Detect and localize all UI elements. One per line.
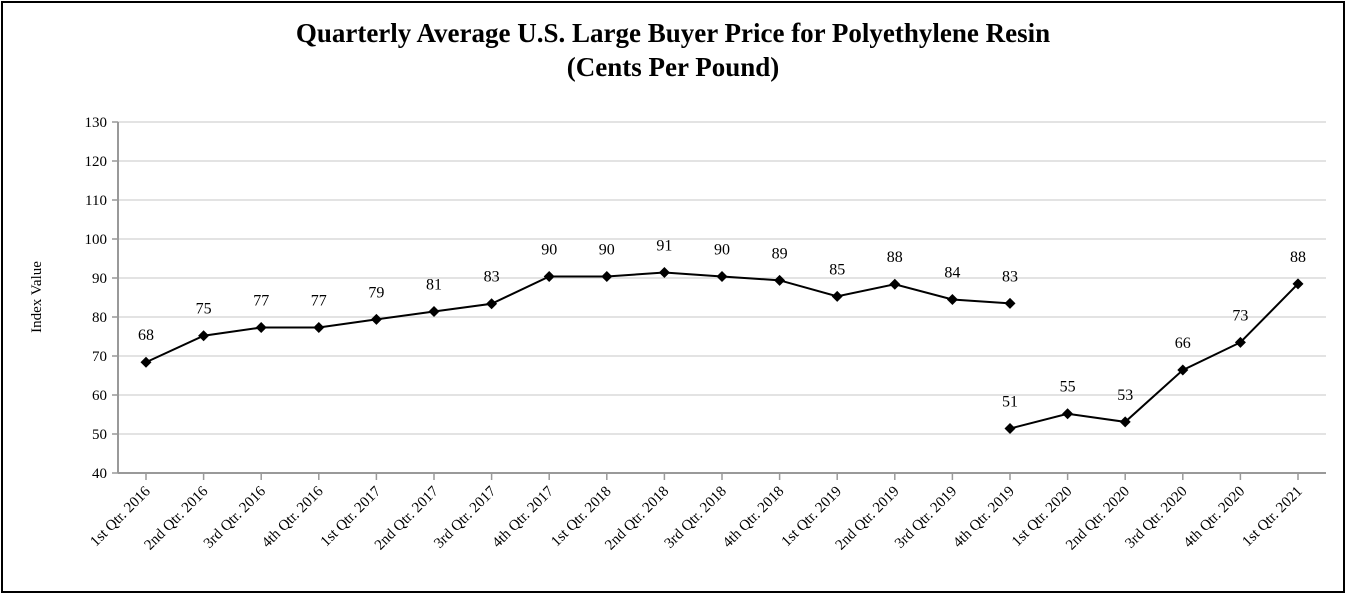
data-point-marker [831,290,843,302]
data-point-marker [1004,423,1016,435]
data-point-marker [198,330,210,342]
data-label: 53 [1117,387,1133,404]
data-label: 66 [1175,335,1191,352]
data-point-marker [1119,416,1131,428]
chart-subtitle: (Cents Per Pound) [566,52,780,82]
x-tick-label: 3rd Qtr. 2018 [662,484,730,552]
data-point-marker [774,274,786,286]
data-point-marker [601,270,613,282]
y-tick-label: 70 [92,349,107,365]
x-tick-label: 1st Qtr. 2021 [1239,484,1305,550]
y-axis-label: Index Value [29,261,45,333]
y-tick-label: 40 [92,466,107,482]
data-label: 51 [1002,394,1018,411]
y-tick-label: 110 [85,193,107,209]
x-tick-label: 3rd Qtr. 2020 [1122,484,1190,552]
data-point-marker [1292,278,1304,290]
y-tick-label: 130 [85,115,108,131]
x-tick-label: 3rd Qtr. 2017 [431,483,500,552]
data-point-marker [1004,297,1016,309]
data-label: 73 [1232,307,1248,324]
x-tick-label: 4th Qtr. 2017 [489,483,557,551]
data-label: 85 [829,261,845,278]
chart-title: Quarterly Average U.S. Large Buyer Price… [295,18,1051,48]
data-label: 83 [484,269,500,286]
series-line [1009,283,1299,430]
data-point-marker [486,298,498,310]
data-point-marker [1062,408,1074,420]
series-lines [145,271,1299,430]
x-tick-label: 3rd Qtr. 2016 [201,483,270,552]
data-point-marker [1177,364,1189,376]
x-tick-label: 3rd Qtr. 2019 [892,484,960,552]
data-label: 75 [196,301,212,318]
data-label: 88 [1290,249,1306,266]
y-tick-labels: 40 50 60 70 80 90 100 110 120 130 [85,115,108,482]
data-point-marker [140,356,152,368]
y-tick-label: 80 [92,310,107,326]
data-point-marker [370,313,382,325]
data-label: 77 [253,293,269,310]
data-point-marker [313,322,325,334]
data-labels: 68 75 77 77 79 81 83 90 90 91 90 89 85 88 84 83 51 55 53 66… [138,238,1306,411]
data-label: 55 [1060,379,1076,396]
data-label: 89 [772,245,788,262]
y-tick-label: 60 [92,388,107,404]
y-tick-label: 50 [92,427,107,443]
gridlines [118,121,1326,435]
y-tick-label: 90 [92,271,107,287]
data-label: 83 [1002,268,1018,285]
data-label: 77 [311,293,327,310]
data-label: 90 [599,241,615,258]
data-point-marker [658,267,670,279]
series-markers [140,267,1304,435]
data-point-marker [716,270,728,282]
x-tick-label: 4th Qtr. 2019 [950,484,1018,552]
y-tick-label: 120 [85,154,108,170]
data-label: 84 [944,264,960,281]
data-label: 88 [887,249,903,266]
data-label: 68 [138,327,154,344]
axes [112,121,1326,480]
data-point-marker [428,306,440,318]
data-point-marker [889,278,901,290]
data-label: 90 [714,241,730,258]
data-label: 79 [368,284,384,301]
series-line [145,271,1011,364]
x-tick-label: 4th Qtr. 2020 [1181,484,1249,552]
data-point-marker [946,293,958,305]
data-point-marker [1234,336,1246,348]
data-label: 81 [426,277,442,294]
data-label: 90 [541,241,557,258]
x-tick-label: 4th Qtr. 2016 [259,483,327,551]
data-point-marker [255,322,267,334]
data-label: 91 [656,238,672,255]
y-tick-label: 100 [85,232,108,248]
x-tick-label: 4th Qtr. 2018 [720,484,788,552]
data-point-marker [543,270,555,282]
chart-title-block: Quarterly Average U.S. Large Buyer Price… [0,16,1346,84]
